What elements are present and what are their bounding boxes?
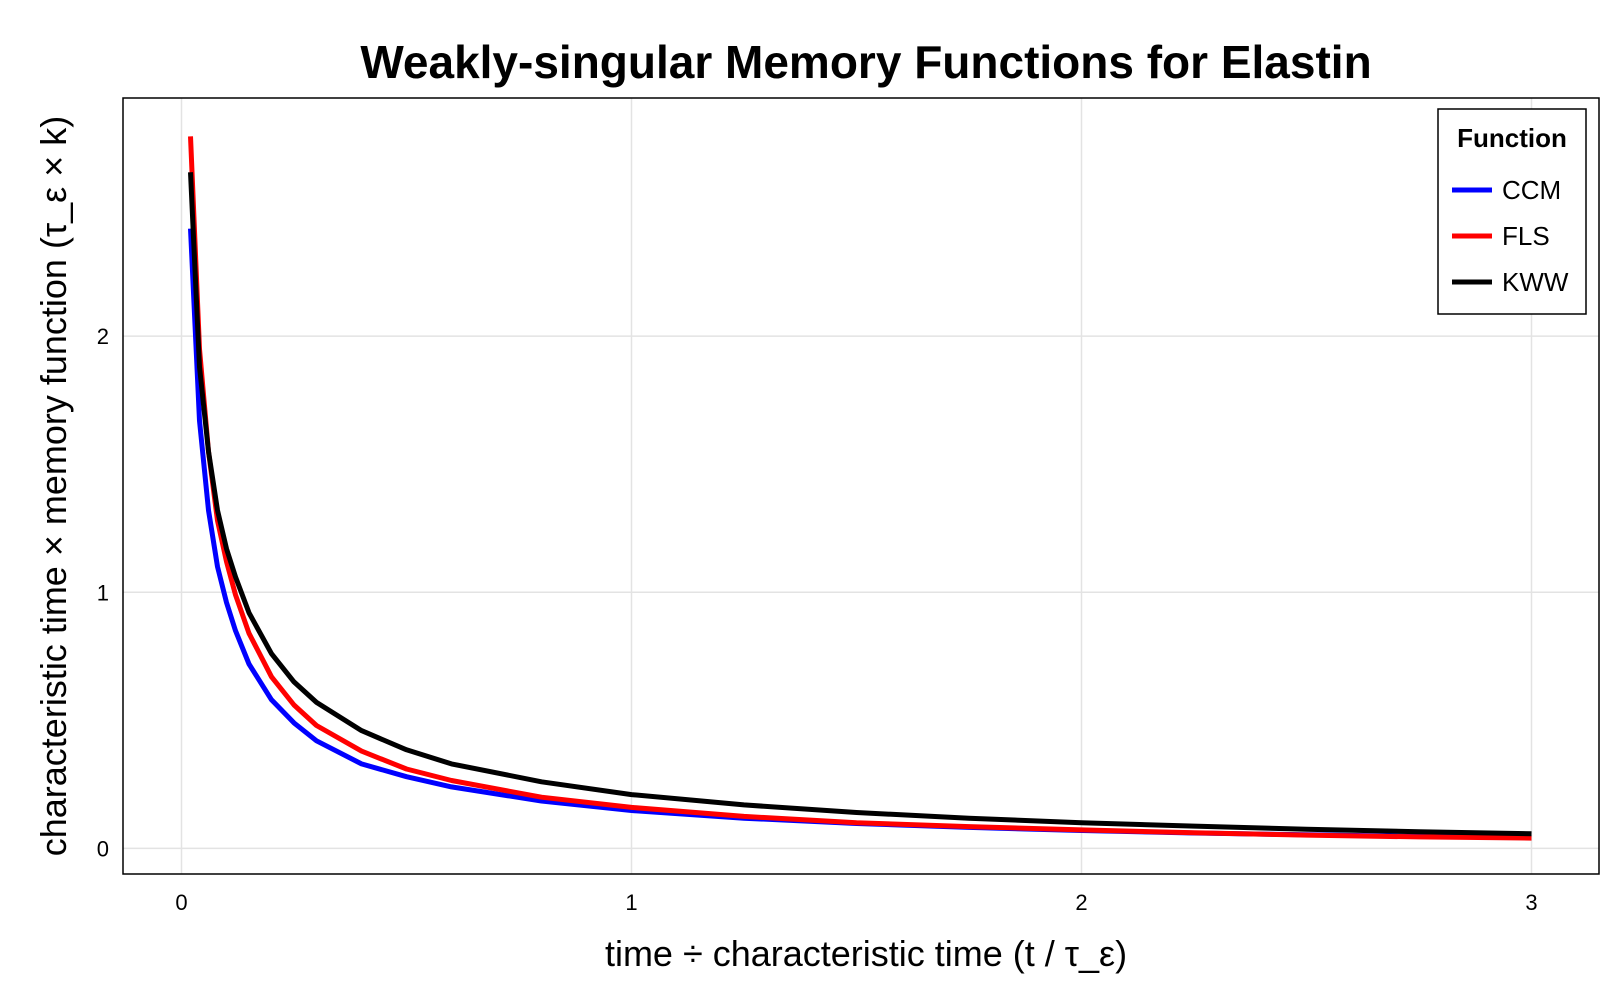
x-tick-label: 1: [625, 890, 637, 915]
legend-label-fls: FLS: [1502, 221, 1550, 251]
y-tick-label: 2: [97, 324, 109, 349]
axis-ticks: 0 1 2 3 0 1 2: [97, 324, 1538, 915]
x-tick-label: 2: [1075, 890, 1087, 915]
x-axis-label: time ÷ characteristic time (t / τ_ε): [605, 933, 1127, 974]
legend-entries: CCM FLS KWW: [1452, 175, 1569, 297]
y-tick-label: 1: [97, 580, 109, 605]
legend-label-ccm: CCM: [1502, 175, 1561, 205]
legend-label-kww: KWW: [1502, 267, 1569, 297]
legend-title: Function: [1457, 123, 1567, 153]
legend: Function CCM FLS KWW: [1437, 108, 1587, 315]
chart-title: Weakly-singular Memory Functions for Ela…: [360, 36, 1371, 88]
series-line-kww: [188, 172, 1532, 837]
x-tick-label: 3: [1525, 890, 1537, 915]
y-tick-label: 0: [97, 836, 109, 861]
series-line-fls: [188, 136, 1532, 841]
x-tick-label: 0: [175, 890, 187, 915]
plot-frame: [122, 97, 1600, 875]
series-lines: [188, 136, 1532, 841]
y-axis-label: characteristic time × memory function (τ…: [33, 116, 74, 857]
